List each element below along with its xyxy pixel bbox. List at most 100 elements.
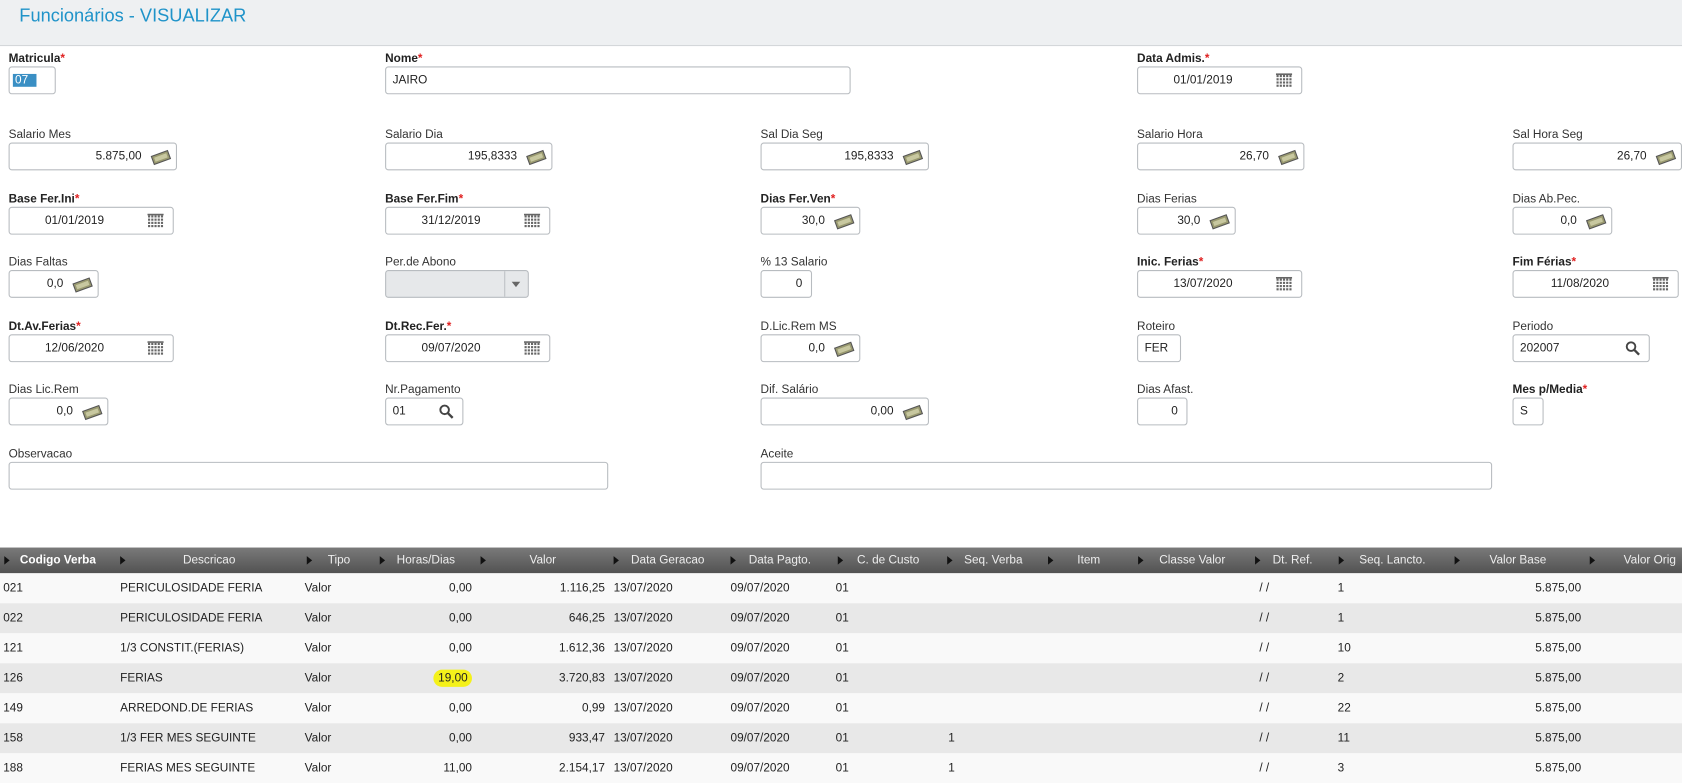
field-label: Dif. Salário	[761, 384, 819, 397]
column-header[interactable]: Data Pagto.	[748, 553, 812, 567]
input-box[interactable]: 30,0	[1137, 206, 1236, 235]
input-box[interactable]: FER	[1137, 334, 1182, 363]
input-box[interactable]: 01	[385, 397, 464, 426]
table-cell: 0,00	[449, 641, 472, 655]
column-header[interactable]: Valor Base	[1489, 553, 1547, 567]
input-box[interactable]: 09/07/2020	[385, 334, 551, 363]
field-label: Mes p/Media*	[1513, 384, 1588, 397]
search-icon[interactable]	[1625, 341, 1640, 359]
drop-icon[interactable]	[504, 271, 528, 300]
input-box[interactable]	[760, 461, 1493, 490]
column-arrow	[1454, 556, 1460, 565]
input-box[interactable]: 195,8333	[760, 142, 929, 171]
input-box[interactable]: 0,00	[760, 397, 929, 426]
column-header[interactable]: Horas/Dias	[396, 553, 456, 567]
input-box[interactable]: 26,70	[1512, 142, 1682, 171]
table-row[interactable]: 158 1/3 FER MES SEGUINTE Valor 0,00 933,47 13…	[0, 723, 1682, 754]
column-header[interactable]: Valor Orig	[1623, 553, 1676, 567]
input-box[interactable]: 01/01/2019	[8, 206, 174, 235]
cal-icon[interactable]	[147, 213, 164, 231]
input-box[interactable]: 0,0	[8, 397, 109, 426]
money-icon[interactable]	[833, 213, 855, 233]
money-icon[interactable]	[1278, 149, 1299, 169]
table-cell: 5.875,00	[1535, 641, 1582, 655]
table-cell: 09/07/2020	[730, 611, 790, 625]
input-value: S	[1520, 405, 1528, 418]
input-value: 09/07/2020	[421, 341, 481, 355]
field-label: Sal Hora Seg	[1513, 129, 1583, 142]
input-box[interactable]	[8, 461, 609, 490]
input-box[interactable]: 0	[760, 270, 813, 298]
input-box[interactable]: 01/01/2019	[1137, 66, 1303, 95]
input-value: 0,0	[46, 277, 64, 291]
table-row[interactable]: 188 FERIAS MES SEGUINTE Valor 11,00 2.154,17…	[0, 753, 1682, 783]
input-box[interactable]: 11/08/2020	[1512, 270, 1679, 298]
cal-icon[interactable]	[147, 341, 164, 359]
table-cell: 5.875,00	[1535, 701, 1582, 715]
input-box[interactable]	[385, 270, 529, 298]
input-box[interactable]: 12/06/2020	[8, 334, 174, 363]
input-box[interactable]: 0,0	[8, 270, 99, 298]
cal-icon[interactable]	[1652, 276, 1669, 294]
table-cell: 01	[835, 671, 849, 685]
table-cell: 1	[948, 731, 955, 745]
column-header[interactable]: Classe Valor	[1159, 553, 1226, 567]
input-value: 01/01/2019	[44, 214, 105, 228]
field-label: Base Fer.Fim*	[385, 193, 463, 206]
money-icon[interactable]	[1585, 213, 1607, 233]
column-header[interactable]: Tipo	[327, 553, 351, 567]
input-box[interactable]: 07	[8, 66, 56, 95]
input-box[interactable]: 0	[1137, 397, 1188, 426]
money-icon[interactable]	[526, 149, 547, 169]
input-box[interactable]: 195,8333	[385, 142, 553, 171]
label-text: Aceite	[760, 447, 794, 461]
required-mark: *	[1571, 256, 1577, 269]
table-row[interactable]: 021 PERICULOSIDADE FERIA Valor 0,00 1.116,25…	[0, 573, 1682, 604]
column-header[interactable]: Data Geracao	[631, 553, 705, 567]
input-box[interactable]: 0,0	[1512, 206, 1613, 235]
table-cell: 1	[948, 761, 955, 775]
column-header[interactable]: Seq. Verba	[964, 553, 1023, 567]
money-icon[interactable]	[72, 276, 93, 296]
column-arrow	[480, 556, 486, 565]
input-box[interactable]: JAIRO	[385, 66, 851, 95]
money-icon[interactable]	[1209, 213, 1230, 233]
column-header[interactable]: Seq. Lancto.	[1359, 553, 1426, 567]
table-row[interactable]: 126 FERIAS Valor 19,00 3.720,83 13/07/2020 09/…	[0, 663, 1682, 694]
table-header: Codigo Verba Descricao Tipo Horas/Dias Valor…	[0, 547, 1682, 574]
cal-icon[interactable]	[523, 213, 541, 231]
column-header[interactable]: Codigo Verba	[19, 553, 96, 567]
input-value: FER	[1144, 341, 1169, 355]
money-icon[interactable]	[150, 149, 172, 169]
money-icon[interactable]	[1655, 149, 1677, 169]
search-icon[interactable]	[439, 404, 454, 422]
input-box[interactable]: 13/07/2020	[1137, 270, 1303, 298]
input-value: 26,70	[1239, 150, 1270, 163]
cal-icon[interactable]	[523, 341, 541, 359]
input-box[interactable]: 26,70	[1137, 142, 1305, 171]
input-box[interactable]: S	[1512, 397, 1544, 426]
table-row[interactable]: 022 PERICULOSIDADE FERIA Valor 0,00 646,25 13…	[0, 603, 1682, 634]
input-box[interactable]: 0,0	[760, 334, 861, 363]
cal-icon[interactable]	[1275, 73, 1293, 91]
column-header[interactable]: Descricao	[182, 553, 236, 567]
input-box[interactable]: 5.875,00	[8, 142, 177, 171]
input-box[interactable]: 31/12/2019	[385, 206, 551, 235]
cal-icon[interactable]	[1275, 276, 1293, 294]
column-header[interactable]: Dt. Ref.	[1272, 553, 1313, 567]
table-row[interactable]: 149 ARREDOND.DE FERIAS Valor 0,00 0,99 13/07/…	[0, 693, 1682, 724]
input-box[interactable]: 30,0	[760, 206, 861, 235]
money-icon[interactable]	[902, 404, 924, 424]
column-header[interactable]: Item	[1077, 553, 1101, 567]
column-arrow	[837, 556, 844, 565]
money-icon[interactable]	[902, 149, 924, 169]
table-cell: 13/07/2020	[613, 671, 673, 685]
input-box[interactable]: 202007	[1512, 334, 1650, 363]
table-row[interactable]: 121 1/3 CONSTIT.(FERIAS) Valor 0,00 1.612,36…	[0, 633, 1682, 664]
money-icon[interactable]	[82, 404, 103, 424]
column-header[interactable]: C. de Custo	[857, 553, 920, 567]
money-icon[interactable]	[833, 341, 855, 361]
column-header[interactable]: Valor	[529, 553, 557, 567]
